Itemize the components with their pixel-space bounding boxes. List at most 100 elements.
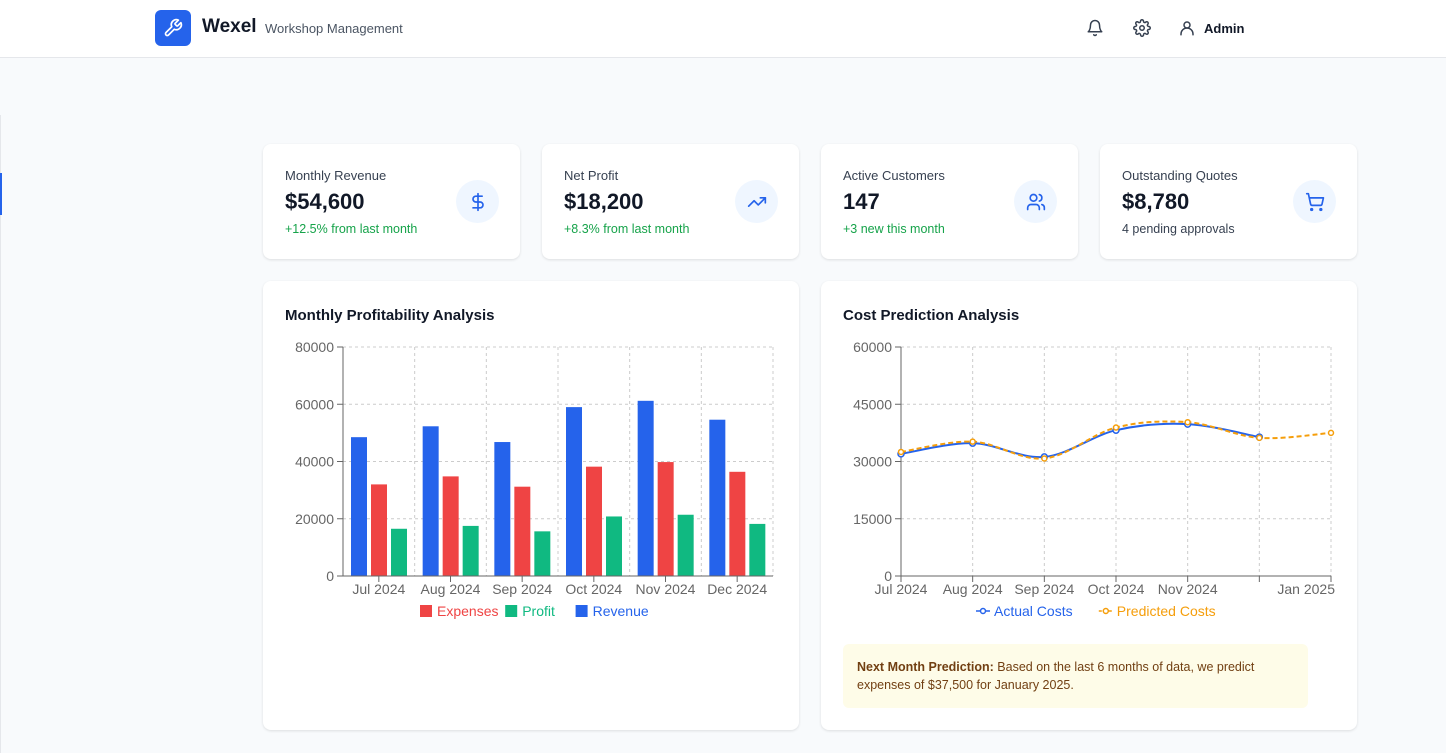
bar-revenue <box>351 437 367 576</box>
x-tick-label: Oct 2024 <box>565 581 622 597</box>
stat-card-outstanding-quotes: Outstanding Quotes $8,780 4 pending appr… <box>1100 144 1357 259</box>
legend-swatch <box>420 605 432 617</box>
stat-change: 4 pending approvals <box>1122 222 1235 236</box>
stat-icon-badge <box>735 180 778 223</box>
y-tick-label: 0 <box>884 568 892 584</box>
x-tick-label: Aug 2024 <box>943 581 1003 597</box>
gear-icon <box>1133 19 1151 37</box>
panel-title: Cost Prediction Analysis <box>843 307 1020 324</box>
legend-label: Profit <box>522 603 555 619</box>
predicted-costs-point <box>1327 429 1335 437</box>
user-name: Admin <box>1204 20 1245 36</box>
bar-profit <box>606 516 622 576</box>
prediction-text: Based on the last 6 months of data, we p… <box>857 660 1255 692</box>
bar-expenses <box>586 466 602 576</box>
prediction-note: Next Month Prediction: Based on the last… <box>843 644 1308 708</box>
bar-profit <box>677 514 694 576</box>
stat-card-net-profit: Net Profit $18,200 +8.3% from last month <box>542 144 799 259</box>
predicted-costs-point <box>1184 418 1191 426</box>
y-tick-label: 30000 <box>853 454 892 470</box>
bar-expenses <box>729 471 746 576</box>
brand-tagline: Workshop Management <box>265 21 403 36</box>
x-tick-label: Sep 2024 <box>492 581 552 597</box>
cost-prediction-panel: Cost Prediction Analysis 0 15000 30000 4500… <box>821 281 1357 730</box>
bar-revenue <box>422 426 439 576</box>
y-tick-label: 45000 <box>853 396 892 412</box>
x-tick-label: Jul 2024 <box>352 581 405 597</box>
stat-icon-badge <box>1293 180 1336 223</box>
trending-up-icon <box>747 196 766 207</box>
predicted-costs-point <box>969 438 976 445</box>
panel-title: Monthly Profitability Analysis <box>285 307 495 324</box>
legend-marker <box>1102 607 1110 615</box>
x-tick-label: Jul 2024 <box>875 581 928 597</box>
stat-change: +3 new this month <box>843 222 945 236</box>
bell-icon <box>1087 19 1103 37</box>
x-tick-label: Oct 2024 <box>1088 581 1145 597</box>
stat-value: 147 <box>843 189 880 214</box>
x-tick-label: Aug 2024 <box>421 581 481 597</box>
users-icon <box>1026 193 1045 210</box>
bar-profit <box>534 531 551 576</box>
brand-name: Wexel <box>202 16 257 37</box>
dollar-icon <box>471 192 484 211</box>
legend-marker <box>979 607 987 615</box>
wrench-icon <box>164 18 183 37</box>
legend-label: Actual Costs <box>994 603 1073 619</box>
logo[interactable] <box>155 10 191 46</box>
stat-change: +8.3% from last month <box>564 222 690 236</box>
stat-card-monthly-revenue: Monthly Revenue $54,600 +12.5% from last… <box>263 144 520 259</box>
bar-revenue <box>637 400 654 576</box>
stat-label: Monthly Revenue <box>285 168 387 183</box>
x-tick-label: Dec 2024 <box>707 581 767 597</box>
stat-icon-badge <box>1014 180 1057 223</box>
prediction-label: Next Month Prediction: <box>857 660 994 674</box>
x-tick-label: Jan 2025 <box>1277 581 1335 597</box>
y-tick-label: 60000 <box>853 339 892 355</box>
x-tick-label: Sep 2024 <box>1014 581 1074 597</box>
cost-prediction-line-chart: 0 15000 30000 45000 60000 Jul 2024 Aug 2024 Sep… <box>853 339 1335 619</box>
user-icon <box>1180 21 1194 36</box>
predicted-costs-point <box>1112 424 1120 431</box>
bar-revenue <box>494 442 511 576</box>
user-menu[interactable]: Admin <box>1178 17 1244 39</box>
predicted-costs-point <box>1041 455 1048 462</box>
bar-expenses <box>514 486 531 576</box>
sidebar-edge <box>0 115 1 753</box>
stat-icon-badge <box>456 180 499 223</box>
x-tick-label: Nov 2024 <box>1158 581 1218 597</box>
legend-label: Revenue <box>593 603 649 619</box>
predicted-costs-point <box>897 448 905 456</box>
y-tick-label: 80000 <box>295 339 334 355</box>
stat-label: Outstanding Quotes <box>1122 168 1238 183</box>
bar-revenue <box>709 419 726 576</box>
actual-costs-line <box>900 422 1260 459</box>
stat-value: $54,600 <box>285 189 365 214</box>
stat-label: Net Profit <box>564 168 619 183</box>
notifications-button[interactable] <box>1084 17 1106 39</box>
x-tick-label: Nov 2024 <box>636 581 696 597</box>
stat-card-active-customers: Active Customers 147 +3 new this month <box>821 144 1078 259</box>
top-bar: Wexel Workshop Management Admin <box>0 0 1446 58</box>
y-tick-label: 0 <box>326 568 334 584</box>
stat-change: +12.5% from last month <box>285 222 418 236</box>
y-tick-label: 20000 <box>295 511 334 527</box>
settings-button[interactable] <box>1131 17 1153 39</box>
profitability-panel: Monthly Profitability Analysis 0 20000 400… <box>263 281 799 730</box>
y-tick-label: 40000 <box>295 454 334 470</box>
bar-profit <box>391 528 407 576</box>
predicted-costs-point <box>1256 434 1263 442</box>
stat-value: $18,200 <box>564 189 644 214</box>
legend-swatch <box>575 605 588 617</box>
legend-label: Expenses <box>437 603 498 619</box>
bar-profit <box>462 525 479 576</box>
bar-profit <box>749 523 766 576</box>
y-tick-label: 15000 <box>853 511 892 527</box>
legend-swatch <box>505 605 518 617</box>
y-tick-label: 60000 <box>295 396 334 412</box>
profitability-bar-chart: 0 20000 40000 60000 80000 Jul 2024 Aug 2024 Sep… <box>295 339 774 619</box>
stat-label: Active Customers <box>843 168 945 183</box>
bar-revenue <box>566 407 582 576</box>
bar-expenses <box>657 462 674 576</box>
sidebar-active-indicator <box>0 173 2 215</box>
